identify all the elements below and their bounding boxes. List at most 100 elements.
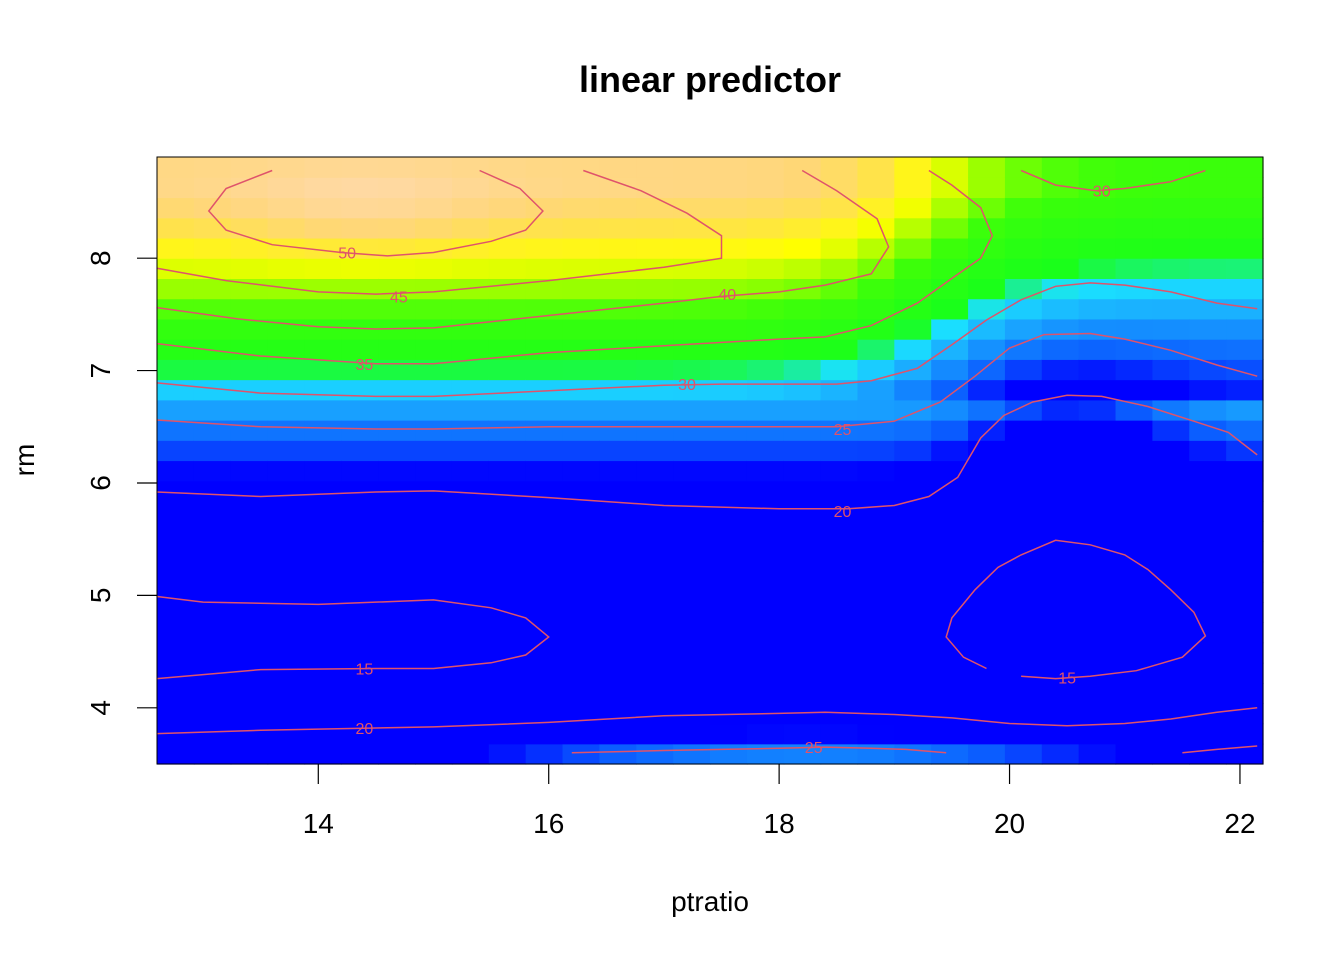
heat-cell	[783, 298, 822, 320]
heat-cell	[1004, 642, 1043, 664]
heat-cell	[415, 743, 453, 765]
heat-cell	[378, 602, 416, 623]
heat-cell	[488, 622, 527, 644]
heat-cell	[1115, 683, 1153, 704]
heat-cell	[488, 703, 527, 725]
heat-cell	[378, 662, 416, 684]
heat-cell	[1004, 379, 1043, 401]
heat-cell	[746, 177, 785, 199]
heat-cell	[931, 420, 969, 441]
heat-cell	[599, 197, 637, 219]
heat-cell	[968, 339, 1006, 360]
heat-cell	[1078, 318, 1117, 340]
heat-cell	[636, 318, 674, 340]
heat-cell	[1004, 460, 1043, 482]
heat-cell	[304, 298, 342, 320]
heat-cell	[157, 217, 195, 239]
heat-cell	[599, 743, 637, 765]
heat-cell	[304, 460, 342, 482]
heat-cell	[267, 561, 306, 583]
heat-cell	[746, 440, 785, 462]
heat-cell	[673, 258, 711, 279]
heat-cell	[1189, 500, 1227, 522]
heat-cell	[1189, 339, 1227, 360]
heat-cell	[599, 723, 637, 745]
heat-cell	[710, 521, 748, 543]
heat-cell	[304, 399, 342, 421]
heat-cell	[673, 642, 711, 664]
heat-cell	[415, 602, 453, 623]
heat-cell	[931, 177, 969, 199]
contour-line	[1182, 745, 1258, 754]
heat-cell	[304, 339, 342, 360]
heat-cell	[341, 258, 379, 279]
heat-cell	[525, 561, 564, 583]
heat-cell	[1041, 521, 1080, 543]
heat-cell	[378, 298, 416, 320]
heat-cell	[1041, 197, 1080, 219]
heat-cell	[894, 278, 932, 300]
heat-cell	[968, 743, 1006, 765]
heat-cell	[931, 278, 969, 300]
heat-cell	[304, 602, 342, 623]
heat-cell	[599, 177, 637, 199]
heat-cell	[968, 500, 1006, 522]
heat-cell	[894, 642, 932, 664]
heat-cell	[636, 298, 674, 320]
heat-cell	[415, 703, 453, 725]
heat-cell	[304, 500, 342, 522]
heat-cell	[267, 642, 306, 664]
heat-cell	[1189, 278, 1227, 300]
heat-cell	[415, 258, 453, 279]
heat-cell	[1226, 500, 1264, 522]
heat-cell	[1189, 480, 1227, 502]
heat-cell	[488, 339, 527, 360]
heat-cell	[267, 602, 306, 623]
heat-cell	[415, 318, 453, 340]
heat-cell	[783, 500, 822, 522]
heat-cell	[193, 197, 232, 219]
heat-cell	[1078, 622, 1117, 644]
heat-cell	[636, 743, 674, 765]
heat-cell	[267, 379, 306, 401]
contour-label: 30	[1093, 184, 1111, 201]
heat-cell	[857, 500, 895, 522]
heat-cell	[1152, 157, 1190, 178]
heat-cell	[931, 157, 969, 178]
heat-cell	[157, 743, 195, 765]
heat-cell	[415, 420, 453, 441]
heat-cell	[341, 683, 379, 704]
heat-cell	[525, 359, 564, 381]
heat-cell	[857, 420, 895, 441]
heat-cell	[488, 480, 527, 502]
heat-cell	[1152, 622, 1190, 644]
heat-cell	[1078, 662, 1117, 684]
heat-cell	[488, 460, 527, 482]
heat-cell	[931, 217, 969, 239]
heat-cell	[341, 298, 379, 320]
heat-cell	[1041, 622, 1080, 644]
heat-cell	[1189, 541, 1227, 563]
heat-cell	[968, 237, 1006, 259]
heat-cell	[304, 703, 342, 725]
heat-cell	[267, 683, 306, 704]
heat-cell	[488, 157, 527, 178]
heat-cell	[230, 197, 269, 219]
heat-cell	[230, 642, 269, 664]
heat-cell	[488, 420, 527, 441]
heat-cell	[157, 602, 195, 623]
heat-cell	[1041, 541, 1080, 563]
heat-cell	[488, 500, 527, 522]
heat-cell	[304, 541, 342, 563]
heat-cell	[894, 318, 932, 340]
heat-cell	[783, 581, 822, 603]
heat-cell	[710, 298, 748, 320]
heat-cell	[1152, 339, 1190, 360]
heat-cell	[857, 561, 895, 583]
heat-cell	[1041, 642, 1080, 664]
heat-cell	[857, 440, 895, 462]
heat-cell	[1226, 318, 1264, 340]
heat-cell	[1152, 399, 1190, 421]
heat-cell	[931, 642, 969, 664]
heat-cell	[636, 217, 674, 239]
